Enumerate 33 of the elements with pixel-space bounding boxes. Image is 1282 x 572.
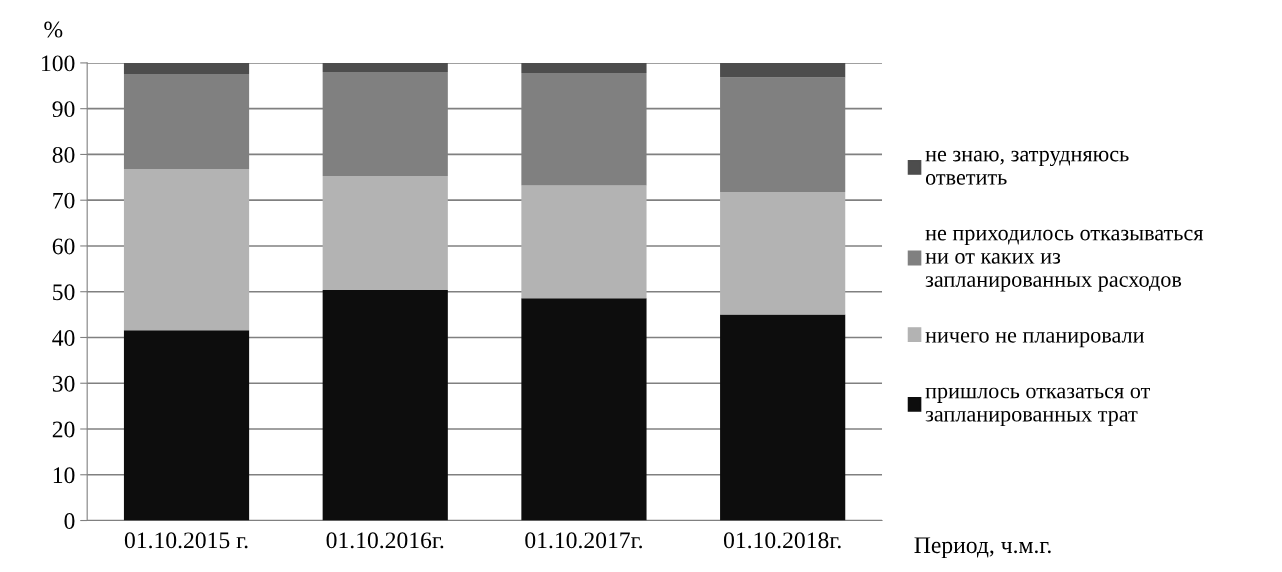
bar: [521, 298, 647, 521]
x-tick-label: 01.10.2017г.: [525, 532, 642, 549]
legend-label: не знаю, затрудняюсь ответить: [925, 150, 1129, 185]
x-tick-label: 01.10.2018г.: [723, 532, 841, 549]
x-tick-label: 01.10.2016г.: [326, 532, 444, 549]
y-axis-title: %: [44, 21, 63, 38]
legend-label: пришлось отказаться от запланированных трат: [925, 387, 1150, 427]
bar: [720, 62, 846, 78]
bar: [720, 191, 846, 315]
legend-label: ничего не планировали: [925, 331, 1145, 348]
y-tick-label: 80: [52, 146, 75, 163]
legend-label: не приходилось отказываться ни от каких из запланированных расходов: [925, 229, 1204, 292]
y-tick-label: 40: [52, 329, 75, 346]
bar: [322, 289, 448, 521]
y-tick-label: 70: [53, 192, 75, 209]
x-axis-title: Период, ч.м.г.: [914, 537, 1051, 558]
bar: [123, 330, 250, 521]
x-tick-label: 01.10.2015 г.: [124, 532, 248, 549]
bar: [720, 314, 846, 521]
y-tick-label: 0: [64, 513, 75, 529]
y-tick-label: 30: [52, 375, 75, 392]
bar: [123, 169, 250, 331]
bar: [322, 175, 448, 290]
bar: [123, 62, 250, 74]
bar: [521, 185, 647, 299]
y-tick-label: 90: [52, 101, 75, 118]
y-tick-label: 20: [52, 421, 75, 438]
y-tick-label: 10: [53, 467, 75, 484]
bar: [521, 62, 647, 73]
bar: [322, 62, 448, 73]
y-tick-label: 60: [52, 238, 75, 255]
y-tick-label: 50: [53, 284, 75, 301]
y-tick-label: 100: [42, 55, 75, 72]
